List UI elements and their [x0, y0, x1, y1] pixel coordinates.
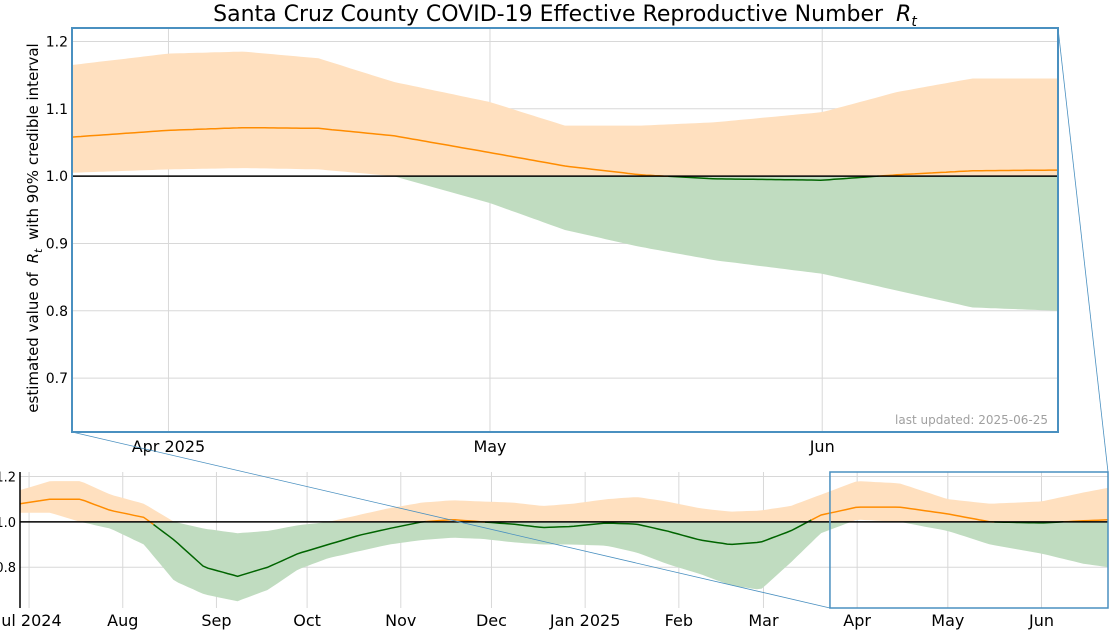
x-tick-label: Mar	[748, 611, 779, 630]
last-updated-note: last updated: 2025-06-25	[895, 413, 1048, 427]
y-tick-label: 0.9	[46, 236, 68, 252]
x-tick-label: Aug	[107, 611, 138, 630]
credible-band-below-1	[20, 521, 1108, 602]
plot-area	[20, 481, 1108, 602]
rt-line-below-1	[484, 519, 812, 546]
zoom-window-rect	[829, 471, 1109, 609]
rt-line-below-1	[153, 520, 426, 578]
y-tick-label: 1.0	[0, 516, 16, 531]
x-tick-label: May	[931, 611, 964, 630]
main-plot-frame	[71, 27, 1059, 433]
y-tick-label: 1.2	[0, 471, 16, 486]
x-tick-label: Jun	[809, 437, 835, 456]
zoom-connector-right	[1057, 27, 1109, 473]
overview-plot: Jul 2024 Aug Sep Oct Nov Dec Jan 2025 Feb Mar Apr…	[0, 471, 1109, 630]
chart-title: Santa Cruz County COVID-19 Effective Rep…	[213, 2, 917, 30]
credible-band-above-1	[20, 481, 1108, 522]
credible-band-above-1	[72, 51, 1058, 177]
y-tick-label: 0.8	[0, 561, 16, 576]
x-tick-label: Apr	[843, 611, 871, 630]
x-tick-label: Jun	[1028, 611, 1054, 630]
zoom-connector-lines	[71, 27, 1109, 609]
credible-band-below-1	[72, 176, 1058, 311]
x-tick-label: Sep	[201, 611, 231, 630]
main-plot: Apr 2025 May Jun 0.7 0.8 0.9 1.0 1.1 1.2 last upd…	[46, 27, 1059, 456]
y-tick-label: 1.0	[46, 169, 68, 185]
y-tick-label: 1.2	[46, 34, 68, 50]
x-tick-label: Jul 2024	[0, 611, 62, 630]
plot-area	[72, 51, 1058, 311]
x-tick-label: Oct	[293, 611, 321, 630]
rt-line-above-1	[20, 498, 154, 526]
x-tick-label: Dec	[476, 611, 507, 630]
y-tick-label: 0.8	[46, 304, 68, 320]
x-tick-label: Nov	[385, 611, 416, 630]
y-axis-label: estimated value of Rt with 90% credible …	[24, 43, 46, 412]
y-tick-label: 1.1	[46, 102, 68, 118]
x-tick-label: Jan 2025	[549, 611, 620, 630]
y-tick-label: 0.7	[46, 371, 68, 387]
x-tick-label: Feb	[665, 611, 693, 630]
rt-line-above-1	[72, 126, 669, 178]
rt-line-below-1	[668, 175, 879, 181]
rt-line-above-1	[878, 169, 1058, 177]
rt-line-above-1	[810, 506, 995, 523]
x-tick-label: May	[473, 437, 506, 456]
x-tick-label: Apr 2025	[132, 437, 205, 456]
zoom-connector-left	[71, 431, 831, 609]
